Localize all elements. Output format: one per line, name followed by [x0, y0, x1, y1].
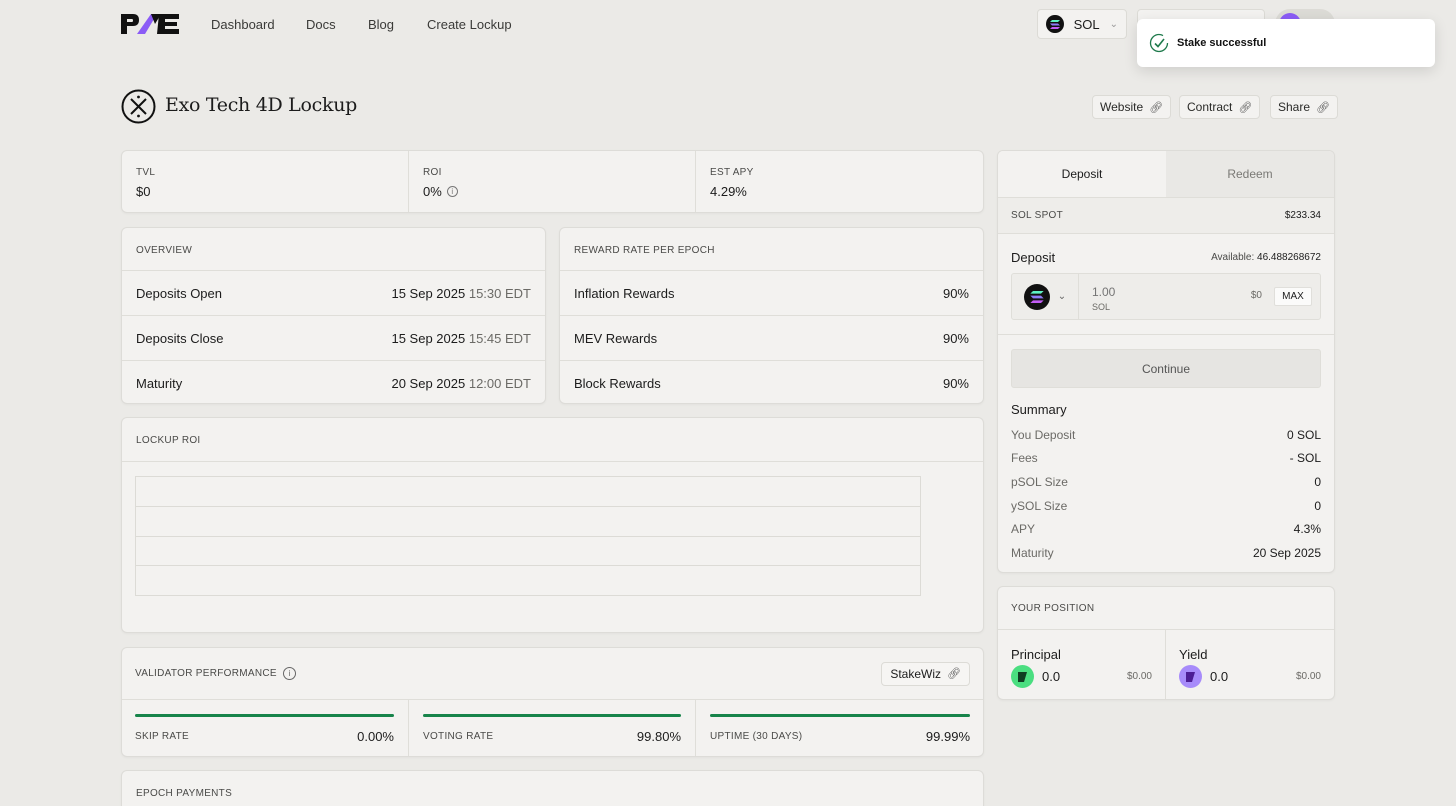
- overview-row: Deposits Open 15 Sep 2025 15:30 EDT: [122, 271, 545, 316]
- sol-spot-value: $233.34: [1284, 210, 1321, 221]
- nav-create-lockup[interactable]: Create Lockup: [427, 17, 512, 32]
- stats-card: TVL $0 ROI 0% i EST APY 4.29%: [121, 150, 984, 213]
- apy-stat: EST APY 4.29%: [696, 151, 983, 212]
- yield-token-icon: [1179, 665, 1202, 688]
- uptime-bar: [710, 714, 970, 717]
- solana-icon: [1023, 283, 1050, 310]
- network-label: SOL: [1073, 16, 1100, 32]
- amount-usd: $0: [1250, 290, 1262, 301]
- principal-token-icon: [1011, 665, 1034, 688]
- contract-button[interactable]: Contract 🔗︎: [1179, 95, 1261, 119]
- share-button[interactable]: Share 🔗︎: [1270, 95, 1338, 119]
- reward-row: Block Rewards 90%: [574, 375, 969, 391]
- chevron-down-icon: ⌄: [1109, 18, 1118, 30]
- toast-message: Stake successful: [1177, 37, 1267, 49]
- link-icon: 🔗︎: [1316, 101, 1330, 114]
- voting-rate-bar: [423, 714, 681, 717]
- uptime-metric: UPTIME (30 DAYS) 99.99%: [696, 700, 983, 756]
- available-balance: 46.488268672: [1257, 252, 1321, 263]
- sol-spot-label: SOL SPOT: [1011, 210, 1064, 221]
- network-selector[interactable]: SOL ⌄: [1037, 9, 1127, 39]
- link-icon: 🔗︎: [947, 668, 961, 680]
- summary-list: You Deposit 0 SOL Fees - SOL pSOL Size 0 yS…: [1011, 427, 1321, 560]
- roi-stat: ROI 0% i: [409, 151, 696, 212]
- lockup-roi-title: LOCKUP ROI: [122, 418, 983, 462]
- overview-row: Maturity 20 Sep 2025 12:00 EDT: [136, 375, 531, 391]
- nav-dashboard[interactable]: Dashboard: [211, 17, 275, 32]
- your-position-card: YOUR POSITION Principal 0.0 $0.00 Yield: [997, 586, 1335, 700]
- brand-logo[interactable]: [121, 12, 179, 36]
- amount-input-group: ⌄ SOL $0 MAX: [1011, 273, 1321, 320]
- tab-redeem[interactable]: Redeem: [1166, 151, 1334, 197]
- deposit-label: Deposit: [1011, 250, 1056, 265]
- principal-position: Principal 0.0 $0.00: [998, 630, 1166, 699]
- skip-rate-metric: SKIP RATE 0.00%: [122, 700, 409, 756]
- token-selector[interactable]: ⌄: [1012, 274, 1079, 319]
- validator-performance-card: VALIDATOR PERFORMANCE i StakeWiz 🔗︎ SKIP…: [121, 647, 984, 757]
- voting-rate-metric: VOTING RATE 99.80%: [409, 700, 696, 756]
- toast-notification: Stake successful: [1137, 19, 1435, 67]
- page-title: Exo Tech 4D Lockup: [165, 94, 357, 116]
- solana-icon: [1046, 15, 1064, 33]
- yield-position: Yield 0.0 $0.00: [1166, 630, 1334, 699]
- nav-blog[interactable]: Blog: [368, 17, 395, 32]
- tab-deposit[interactable]: Deposit: [998, 151, 1166, 197]
- amount-unit: SOL: [1092, 302, 1111, 312]
- overview-title: OVERVIEW: [122, 228, 545, 271]
- epoch-payments-title: EPOCH PAYMENTS: [136, 788, 233, 799]
- continue-button[interactable]: Continue: [1011, 349, 1321, 388]
- chevron-down-icon: ⌄: [1057, 291, 1067, 302]
- position-title: YOUR POSITION: [998, 587, 1334, 630]
- summary-title: Summary: [1011, 402, 1067, 417]
- roi-chart-grid: [135, 476, 921, 596]
- info-icon[interactable]: i: [282, 667, 296, 680]
- check-circle-icon: [1149, 33, 1169, 53]
- website-button[interactable]: Website 🔗︎: [1092, 95, 1172, 119]
- tvl-value: $0: [136, 184, 151, 199]
- apy-value: 4.29%: [710, 184, 747, 199]
- lockup-roi-card: LOCKUP ROI: [121, 417, 984, 633]
- epoch-payments-card: EPOCH PAYMENTS: [121, 770, 984, 806]
- overview-card: OVERVIEW Deposits Open 15 Sep 2025 15:30…: [121, 227, 546, 404]
- tvl-stat: TVL $0: [122, 151, 409, 212]
- nav-docs[interactable]: Docs: [306, 17, 336, 32]
- reward-row: MEV Rewards 90%: [560, 316, 983, 361]
- validator-title: VALIDATOR PERFORMANCE: [135, 668, 277, 679]
- deposit-panel: Deposit Redeem SOL SPOT $233.34 Deposit …: [997, 150, 1335, 573]
- link-icon: 🔗︎: [1149, 101, 1164, 114]
- overview-row: Deposits Close 15 Sep 2025 15:45 EDT: [122, 316, 545, 361]
- reward-rate-card: REWARD RATE PER EPOCH Inflation Rewards …: [559, 227, 984, 404]
- stakewiz-link[interactable]: StakeWiz 🔗︎: [881, 661, 970, 686]
- project-logo-icon: [121, 89, 156, 124]
- amount-input[interactable]: [1092, 285, 1212, 299]
- reward-rate-title: REWARD RATE PER EPOCH: [560, 228, 983, 271]
- max-button[interactable]: MAX: [1274, 287, 1312, 306]
- link-icon: 🔗︎: [1238, 101, 1253, 114]
- skip-rate-bar: [135, 714, 394, 717]
- info-icon[interactable]: i: [446, 186, 458, 197]
- reward-row: Inflation Rewards 90%: [560, 271, 983, 316]
- roi-value: 0%: [423, 184, 442, 199]
